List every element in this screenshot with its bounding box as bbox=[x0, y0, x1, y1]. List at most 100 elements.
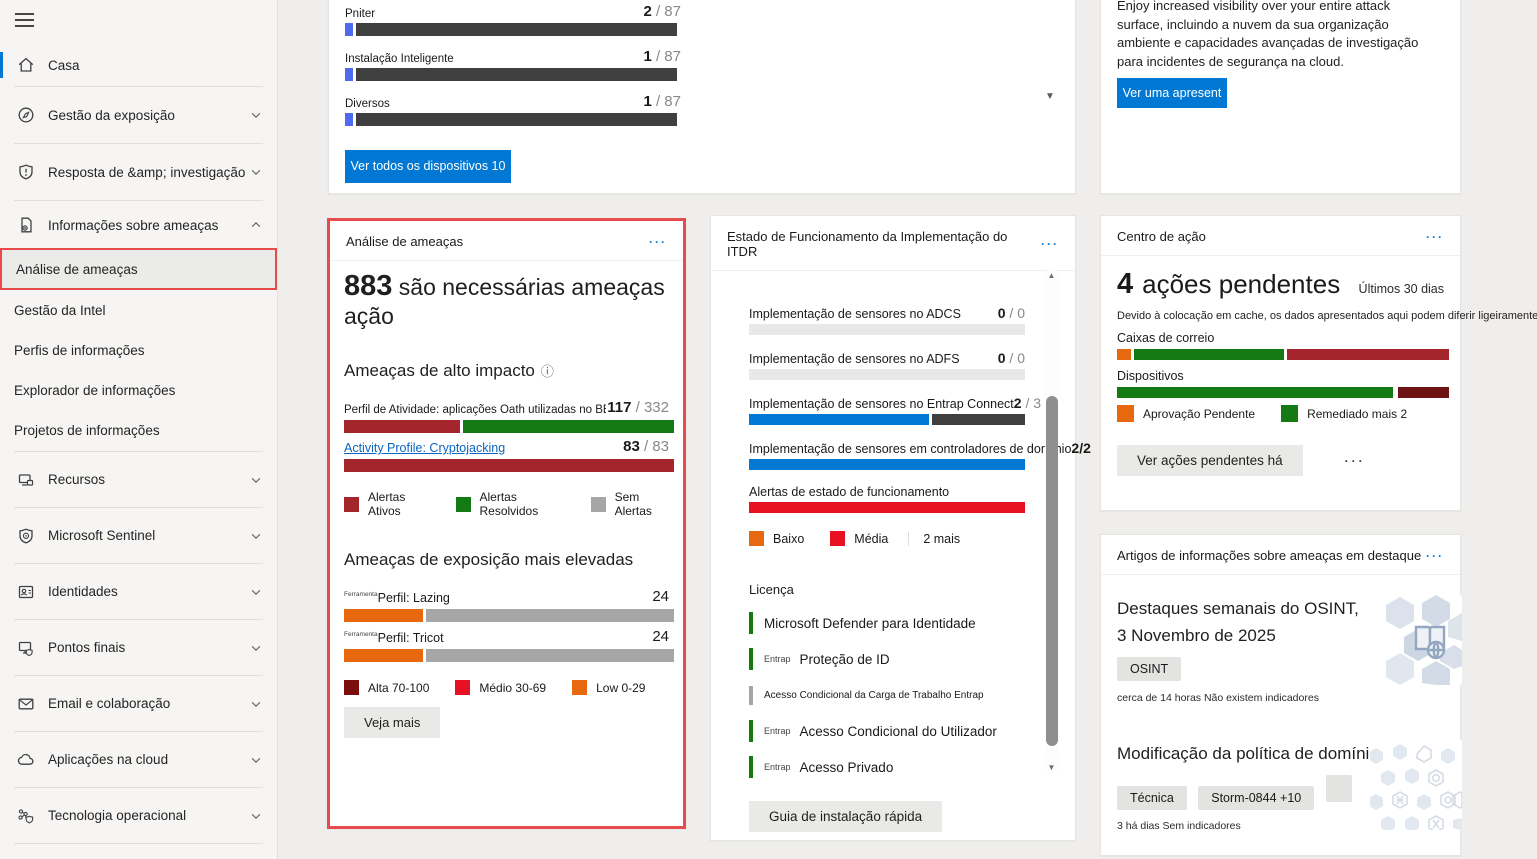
chevron-down-icon bbox=[251, 477, 261, 483]
scrollbar[interactable]: ▲ ▼ bbox=[1045, 269, 1058, 774]
sidebar-item-label: Informações sobre ameaças bbox=[48, 217, 219, 233]
pending-actions-headline: 4 ações pendentes Últimos 30 dias bbox=[1117, 268, 1444, 300]
threat-link[interactable]: Activity Profile: Cryptojacking bbox=[344, 441, 506, 455]
sensor-label: Implementação de sensores em controlador… bbox=[749, 442, 1072, 456]
device-category-label: Instalação Inteligente bbox=[345, 53, 454, 65]
threats-headline: 883 são necessárias ameaças ação bbox=[344, 270, 665, 330]
sidebar-item-operational-technology[interactable]: Tecnologia operacional bbox=[0, 789, 277, 842]
chevron-down-icon bbox=[251, 757, 261, 763]
view-tour-button[interactable]: Ver uma apresent bbox=[1117, 78, 1227, 108]
device-count: 1 / 87 bbox=[643, 48, 681, 65]
view-pending-actions-button[interactable]: Ver ações pendentes há bbox=[1117, 445, 1303, 476]
scroll-down-icon[interactable]: ▼ bbox=[1045, 91, 1055, 102]
threat-alerts-bar bbox=[344, 459, 674, 472]
overflow-menu-icon[interactable]: ··· bbox=[1344, 453, 1366, 468]
promo-text-line: surface, incluindo a nuvem da sua organi… bbox=[1117, 16, 1389, 32]
sidebar-item-email-collaboration[interactable]: Email e colaboração bbox=[0, 677, 277, 730]
device-bar-row: Pniter 2 / 87 bbox=[345, 3, 681, 36]
more-menu-icon[interactable]: ··· bbox=[1426, 229, 1444, 244]
article-tag[interactable]: Storm-0844 +10 bbox=[1198, 786, 1315, 810]
sidebar-subitem-threat-analytics[interactable]: Análise de ameaças bbox=[0, 248, 277, 290]
see-more-button[interactable]: Veja mais bbox=[344, 707, 441, 738]
shield-alert-icon bbox=[16, 162, 36, 182]
exposure-row: FerramentaPerfil: Tricot 24 bbox=[344, 628, 674, 662]
sidebar-item-home[interactable]: Casa bbox=[0, 45, 277, 85]
chevron-down-icon bbox=[251, 701, 261, 707]
sidebar-item-label: Microsoft Sentinel bbox=[48, 528, 156, 543]
divider bbox=[14, 731, 263, 732]
device-category-label: Diversos bbox=[345, 98, 390, 110]
chevron-up-icon bbox=[251, 222, 261, 228]
info-icon[interactable]: ⓘ bbox=[540, 364, 554, 379]
sidebar-subitem-intel-management[interactable]: Gestão da Intel bbox=[0, 290, 277, 330]
divider bbox=[14, 507, 263, 508]
view-all-devices-button[interactable]: Ver todos os dispositivos 10 bbox=[345, 150, 511, 183]
sensor-row: Implementação de sensores em controlador… bbox=[749, 440, 1091, 470]
scroll-up-icon[interactable]: ▲ bbox=[1047, 271, 1056, 280]
article-thumbnail bbox=[1370, 595, 1462, 685]
sidebar-item-cloud-apps[interactable]: Aplicações na cloud bbox=[0, 733, 277, 786]
device-count: 2 / 87 bbox=[643, 3, 681, 20]
sidebar-subitem-intel-explorer[interactable]: Explorador de informações bbox=[0, 370, 277, 410]
sidebar-item-threat-intelligence[interactable]: Informações sobre ameaças bbox=[0, 202, 277, 248]
devices-icon bbox=[16, 470, 36, 490]
article-title[interactable]: Modificação da política de domínio bbox=[1117, 744, 1379, 763]
chevron-down-icon bbox=[251, 533, 261, 539]
sidebar-item-response-investigation[interactable]: Resposta de &amp; investigação bbox=[0, 145, 277, 199]
license-status-bar bbox=[749, 685, 753, 705]
threat-row: Perfil de Atividade: aplicações Oath uti… bbox=[344, 399, 674, 433]
sidebar-item-identities[interactable]: Identidades bbox=[0, 565, 277, 618]
exposure-score: 24 bbox=[652, 588, 669, 605]
sidebar-subitem-intel-projects[interactable]: Projetos de informações bbox=[0, 410, 277, 450]
sidebar-item-label: Casa bbox=[48, 57, 80, 73]
sidebar-item-assets[interactable]: Recursos bbox=[0, 453, 277, 506]
home-icon bbox=[16, 55, 36, 75]
article-item: Modificação da política de domínio Técni… bbox=[1101, 740, 1462, 832]
license-row: Entrap Acesso Condicional do Utilizador bbox=[749, 719, 1075, 743]
scrollbar-thumb[interactable] bbox=[1045, 396, 1058, 746]
envelope-icon bbox=[16, 694, 36, 714]
chevron-down-icon bbox=[251, 589, 261, 595]
sidebar-item-label: Aplicações na cloud bbox=[48, 752, 169, 767]
more-menu-icon[interactable]: ··· bbox=[649, 234, 667, 249]
more-menu-icon[interactable]: ··· bbox=[1426, 548, 1444, 563]
divider bbox=[14, 451, 263, 452]
sidebar-item-exposure-management[interactable]: Gestão da exposição bbox=[0, 88, 277, 142]
divider bbox=[14, 86, 263, 87]
sensor-bar bbox=[749, 459, 1025, 470]
sidebar-subitem-intel-profiles[interactable]: Perfis de informações bbox=[0, 330, 277, 370]
devices-bar bbox=[1117, 387, 1449, 398]
sensor-row: Implementação de sensores no Entrap Conn… bbox=[749, 395, 1041, 425]
severity-medium-swatch bbox=[455, 680, 471, 695]
divider bbox=[14, 619, 263, 620]
health-alerts-row: Alertas de estado de funcionamento bbox=[749, 485, 1025, 513]
sidebar: Casa Gestão da exposição Resposta de &am… bbox=[0, 0, 278, 859]
sensor-count: 2 / 3 bbox=[1013, 395, 1042, 411]
sensor-label: Implementação de sensores no Entrap Conn… bbox=[749, 397, 1014, 411]
article-tag[interactable] bbox=[1325, 775, 1352, 802]
license-status-bar bbox=[749, 648, 753, 670]
sidebar-item-endpoints[interactable]: Pontos finais bbox=[0, 621, 277, 674]
device-count: 1 / 87 bbox=[643, 93, 681, 110]
license-status-bar bbox=[749, 720, 753, 742]
scroll-down-icon[interactable]: ▼ bbox=[1047, 763, 1056, 772]
sidebar-subitem-label: Explorador de informações bbox=[14, 382, 176, 398]
compass-icon bbox=[16, 105, 36, 125]
quick-install-guide-button[interactable]: Guia de instalação rápida bbox=[749, 801, 943, 832]
article-tag[interactable]: Técnica bbox=[1117, 786, 1187, 810]
more-menu-icon[interactable]: ··· bbox=[1041, 237, 1059, 251]
group-label: Caixas de correio bbox=[1117, 331, 1215, 345]
sidebar-item-label: Gestão da exposição bbox=[48, 107, 175, 123]
sidebar-item-sentinel[interactable]: Microsoft Sentinel bbox=[0, 509, 277, 562]
featured-articles-card: Artigos de informações sobre ameaças em … bbox=[1100, 534, 1462, 856]
card-title: Análise de ameaças bbox=[346, 234, 464, 249]
article-tag[interactable]: OSINT bbox=[1117, 657, 1182, 681]
legend-more[interactable]: 2 mais bbox=[908, 531, 960, 546]
hamburger-menu-icon[interactable] bbox=[15, 13, 34, 27]
molecule-shield-icon bbox=[16, 806, 36, 826]
divider bbox=[14, 143, 263, 144]
divider bbox=[14, 200, 263, 201]
action-center-card: Centro de ação ··· 4 ações pendentes Últ… bbox=[1100, 215, 1537, 511]
article-title[interactable]: Destaques semanais do OSINT, 3 Novembro … bbox=[1117, 599, 1359, 645]
attack-surface-promo-card: Enjoy increased visibility over your ent… bbox=[1100, 0, 1461, 194]
